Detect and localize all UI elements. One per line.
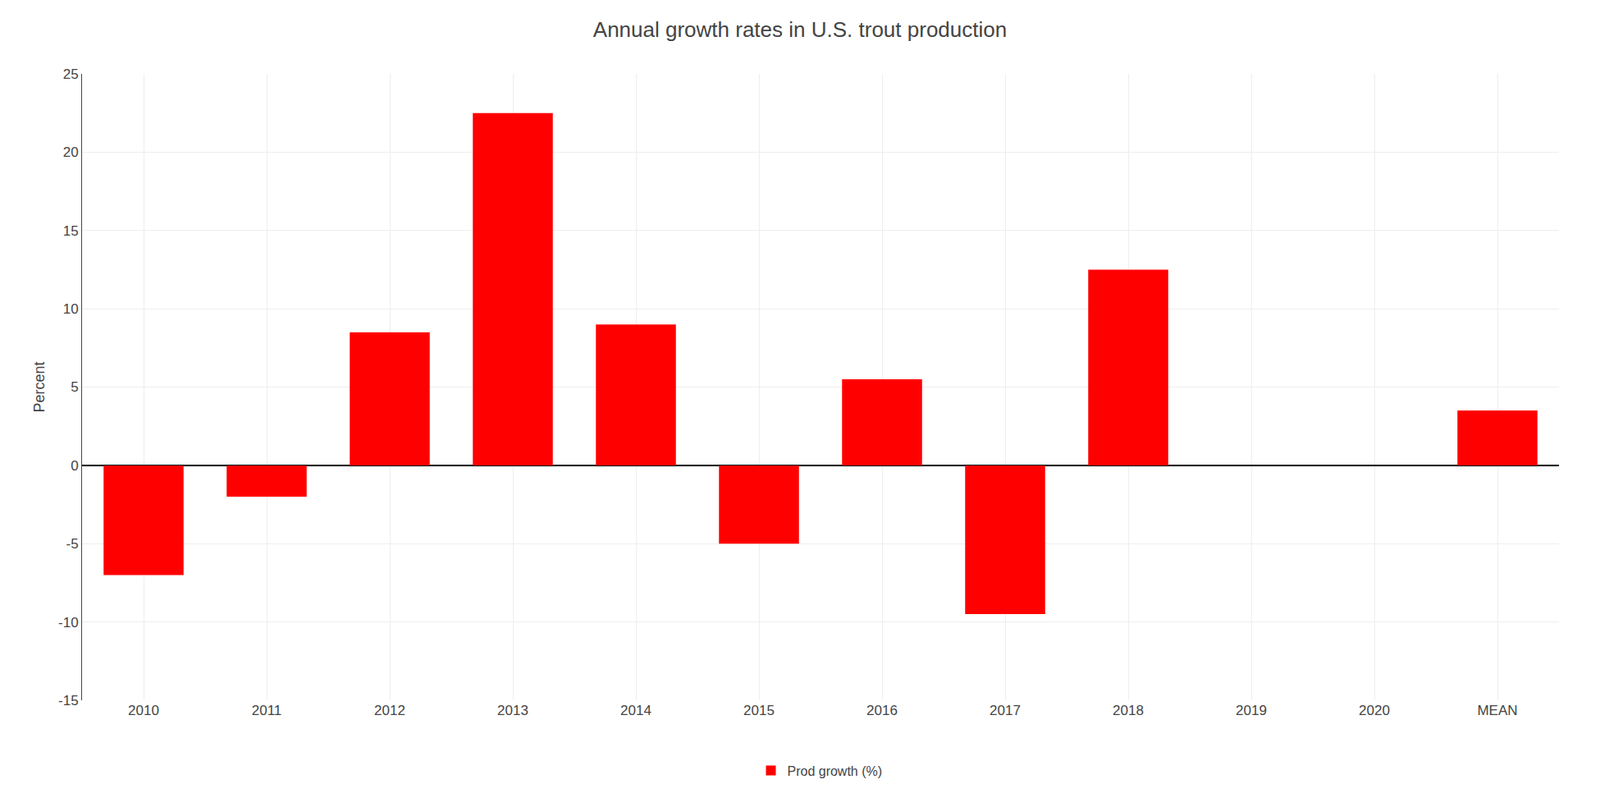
svg-text:-15: -15 bbox=[58, 692, 79, 709]
svg-text:Annual growth rates in U.S. tr: Annual growth rates in U.S. trout produc… bbox=[593, 17, 1007, 42]
svg-text:2018: 2018 bbox=[1112, 702, 1144, 718]
svg-text:2011: 2011 bbox=[251, 702, 283, 718]
svg-text:Percent: Percent bbox=[31, 361, 48, 412]
svg-text:25: 25 bbox=[63, 66, 79, 83]
svg-text:2012: 2012 bbox=[374, 702, 406, 718]
svg-text:20: 20 bbox=[63, 144, 79, 160]
svg-text:2014: 2014 bbox=[620, 702, 652, 718]
svg-text:Prod growth (%): Prod growth (%) bbox=[787, 763, 883, 778]
svg-text:15: 15 bbox=[63, 223, 79, 239]
svg-text:-10: -10 bbox=[58, 614, 79, 631]
svg-text:2010: 2010 bbox=[128, 702, 160, 718]
svg-text:2020: 2020 bbox=[1358, 702, 1390, 718]
svg-text:0: 0 bbox=[70, 457, 78, 474]
svg-text:MEAN: MEAN bbox=[1476, 702, 1518, 718]
svg-text:5: 5 bbox=[70, 379, 78, 395]
svg-text:2017: 2017 bbox=[989, 702, 1021, 718]
svg-text:2016: 2016 bbox=[866, 702, 898, 718]
svg-text:-5: -5 bbox=[65, 535, 78, 552]
svg-text:10: 10 bbox=[63, 301, 79, 317]
svg-text:2013: 2013 bbox=[497, 702, 529, 718]
svg-text:2015: 2015 bbox=[743, 702, 775, 718]
svg-text:2019: 2019 bbox=[1235, 702, 1267, 718]
